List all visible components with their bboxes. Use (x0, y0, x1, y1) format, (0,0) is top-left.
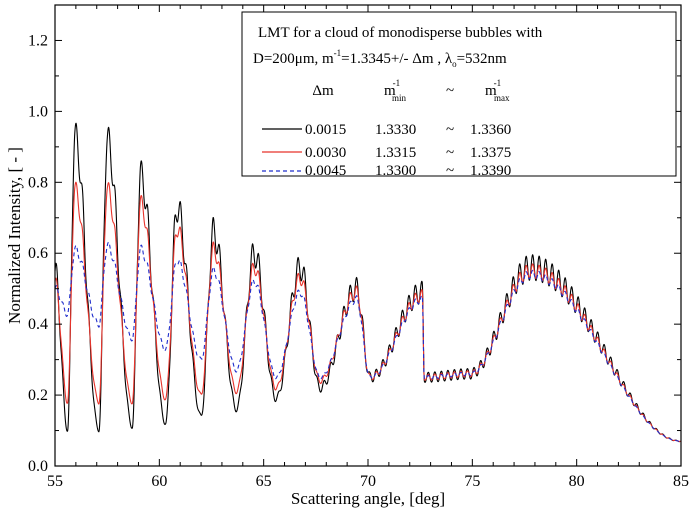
legend-row-2-mmin: 1.3315 (375, 145, 416, 161)
legend-row-1-tilde: ~ (446, 122, 454, 138)
legend-title-m: =1.3345+/- Δm , λ (341, 51, 453, 67)
y-axis-label: Normalized Intensity, [ - ] (5, 147, 24, 324)
legend-col-tilde: ~ (446, 83, 454, 99)
legend-col-mmax-main: m (485, 83, 497, 99)
legend-col-mmin-sup: -1 (393, 78, 401, 88)
legend-row-3-dm: 0.0045 (305, 163, 346, 179)
y-tick-label-1: 1.0 (28, 103, 48, 120)
y-ticks: 0.0 0.2 0.4 0.6 0.8 1.0 1.2 (28, 4, 681, 475)
legend: LMT for a cloud of monodisperse bubbles … (241, 11, 677, 179)
legend-row-2-mmax: 1.3375 (470, 145, 511, 161)
legend-row-2-dm: 0.0030 (305, 145, 346, 161)
series-line-3 (54, 241, 682, 442)
x-ticks: 55 60 65 70 75 80 85 (47, 5, 689, 490)
legend-title-sup: -1 (334, 48, 342, 58)
y-tick-label-0: 0.0 (28, 458, 48, 475)
legend-col-mmax-sub: max (494, 93, 510, 103)
y-tick-label-1.2: 1.2 (28, 32, 48, 49)
legend-col-mmax-sup: -1 (494, 78, 502, 88)
legend-col-dm: Δm (312, 83, 334, 99)
legend-title-d: D=200μm, m (253, 51, 334, 67)
y-tick-label-0.6: 0.6 (28, 245, 48, 262)
legend-col-mmax: m-1 (485, 78, 501, 99)
y-tick-label-0.4: 0.4 (28, 316, 48, 333)
y-tick-label-0.2: 0.2 (28, 387, 48, 404)
x-tick-label-65: 65 (256, 473, 272, 490)
legend-col-mmin-sub: min (392, 93, 407, 103)
y-tick-label-0.8: 0.8 (28, 174, 48, 191)
x-axis-label: Scattering angle, [deg] (291, 489, 445, 508)
x-tick-label-80: 80 (569, 473, 585, 490)
x-tick-label-55: 55 (47, 473, 63, 490)
legend-col-mmin-main: m (384, 83, 396, 99)
legend-row-2-tilde: ~ (446, 145, 454, 161)
legend-row-3-mmax: 1.3390 (470, 163, 511, 179)
legend-row-3-mmin: 1.3300 (375, 163, 416, 179)
x-tick-label-60: 60 (151, 473, 167, 490)
legend-row-3-tilde: ~ (446, 163, 454, 179)
x-tick-label-70: 70 (360, 473, 376, 490)
legend-row-1-mmax: 1.3360 (470, 122, 511, 138)
legend-row-1-dm: 0.0015 (305, 122, 346, 138)
x-tick-label-75: 75 (464, 473, 480, 490)
legend-box (241, 11, 677, 177)
legend-row-1-mmin: 1.3330 (375, 122, 416, 138)
series-layer (54, 122, 682, 443)
legend-title-lambda: =532nm (457, 51, 507, 67)
legend-col-mmin: m-1 (384, 78, 400, 99)
legend-title-line1: LMT for a cloud of monodisperse bubbles … (258, 25, 543, 41)
x-tick-label-85: 85 (673, 473, 689, 490)
legend-title-line2: D=200μm, m-1=1.3345+/- Δm , λo=532nm (253, 48, 507, 69)
legend-title-sub: o (452, 59, 457, 69)
